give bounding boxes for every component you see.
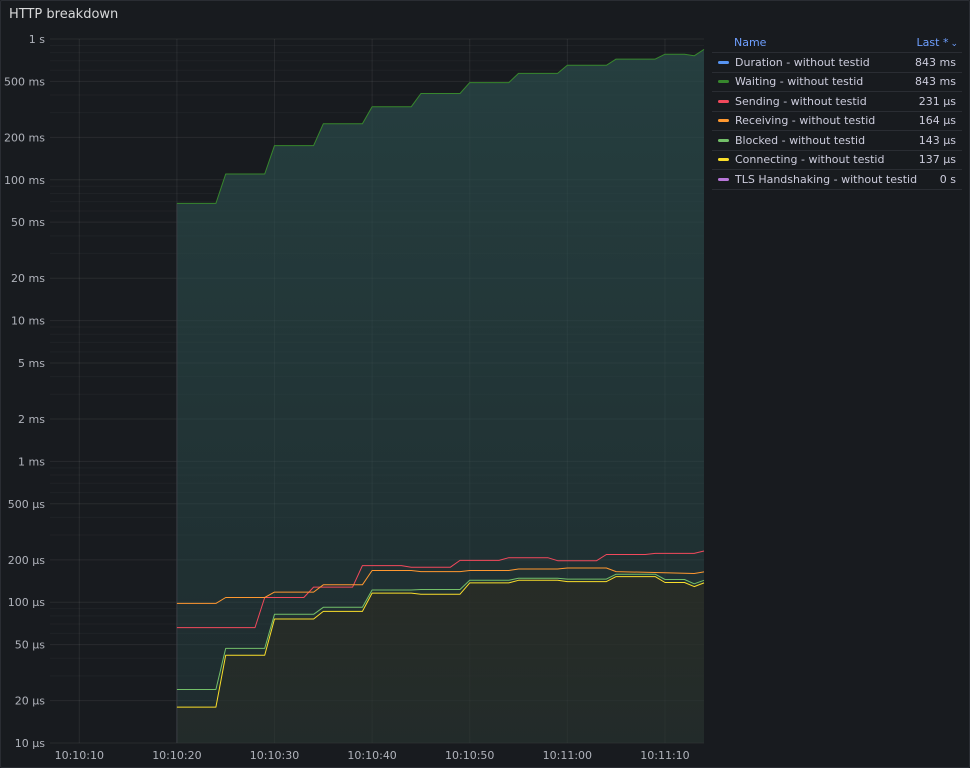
legend-item-name: Blocked - without testid [735, 133, 866, 147]
y-tick-label: 1 s [29, 33, 45, 46]
y-tick-label: 200 ms [4, 131, 45, 144]
legend-item-value: 137 µs [918, 153, 956, 167]
y-tick-label: 20 µs [15, 695, 45, 708]
legend-item[interactable]: TLS Handshaking - without testid 0 s [712, 170, 962, 190]
legend-item-value: 143 µs [918, 133, 956, 147]
y-tick-label: 50 ms [11, 216, 45, 229]
y-tick-label: 10 ms [11, 315, 45, 328]
series-area [176, 576, 705, 743]
y-tick-label: 20 ms [11, 272, 45, 285]
legend-item[interactable]: Receiving - without testid 164 µs [712, 112, 962, 131]
legend-rows: Duration - without testid 843 ms Waiting -… [712, 53, 962, 190]
legend-swatch [718, 158, 729, 162]
legend-item[interactable]: Blocked - without testid 143 µs [712, 131, 962, 151]
legend-item-name: Waiting - without testid [735, 75, 864, 89]
y-tick-label: 50 µs [15, 639, 45, 652]
y-tick-label: 500 µs [8, 498, 45, 511]
x-tick-label: 10:10:10 [55, 749, 104, 762]
legend-item[interactable]: Duration - without testid 843 ms [712, 53, 962, 73]
legend: Name Last * ⌄ Duration - without testid 84… [712, 33, 962, 190]
legend-item-value: 0 s [939, 172, 956, 186]
legend-swatch [718, 177, 729, 181]
legend-item-name: Duration - without testid [735, 55, 870, 69]
legend-swatch [718, 119, 729, 123]
x-tick-label: 10:10:30 [250, 749, 299, 762]
series-line [176, 550, 705, 629]
legend-swatch [718, 138, 729, 142]
legend-header: Name Last * ⌄ [712, 33, 962, 53]
legend-swatch [718, 99, 729, 103]
legend-swatch [718, 80, 729, 84]
y-tick-label: 1 ms [18, 455, 45, 468]
series-line [176, 48, 705, 204]
legend-item-name: Connecting - without testid [735, 153, 885, 167]
y-tick-label: 2 ms [18, 413, 45, 426]
legend-swatch [718, 60, 729, 64]
legend-item-value: 231 µs [918, 94, 956, 108]
chevron-down-icon: ⌄ [950, 39, 958, 49]
y-tick-label: 5 ms [18, 357, 45, 370]
x-tick-label: 10:10:50 [445, 749, 494, 762]
y-tick-label: 100 ms [4, 174, 45, 187]
panel-title: HTTP breakdown [9, 7, 119, 22]
legend-item[interactable]: Waiting - without testid 843 ms [712, 73, 962, 92]
y-tick-label: 200 µs [8, 554, 45, 567]
legend-item-name: TLS Handshaking - without testid [735, 172, 918, 186]
legend-header-name[interactable]: Name [734, 36, 767, 49]
legend-item-value: 843 ms [915, 75, 956, 89]
legend-item[interactable]: Sending - without testid 231 µs [712, 92, 962, 112]
y-tick-label: 500 ms [4, 75, 45, 88]
series-area [176, 49, 705, 743]
y-tick-label: 100 µs [8, 596, 45, 609]
legend-header-value-wrap[interactable]: Last * ⌄ [917, 36, 958, 49]
legend-header-value: Last * [916, 36, 949, 49]
x-tick-label: 10:10:20 [152, 749, 201, 762]
series-line [176, 573, 705, 690]
legend-item-name: Receiving - without testid [735, 114, 876, 128]
legend-item[interactable]: Connecting - without testid 137 µs [712, 151, 962, 170]
x-tick-label: 10:11:00 [543, 749, 592, 762]
x-tick-label: 10:10:40 [347, 749, 396, 762]
series-line [176, 576, 705, 708]
x-tick-label: 10:11:10 [640, 749, 689, 762]
legend-item-value: 843 ms [915, 55, 956, 69]
legend-item-name: Sending - without testid [735, 94, 867, 108]
series-line [176, 567, 705, 604]
legend-item-value: 164 µs [918, 114, 956, 128]
y-tick-label: 10 µs [15, 737, 45, 750]
